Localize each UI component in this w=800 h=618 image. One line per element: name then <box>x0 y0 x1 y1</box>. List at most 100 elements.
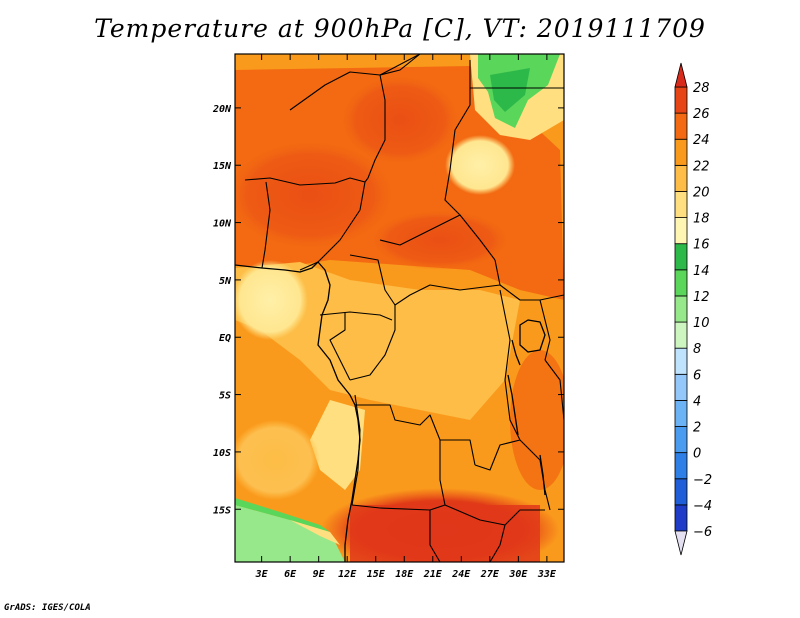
border-nigeria-cameroon <box>299 181 366 271</box>
field-angola-coast-pale <box>310 400 365 490</box>
colorbar-label: −2 <box>693 473 712 488</box>
border-niger-nigeria <box>244 177 366 186</box>
colorbar-bin <box>674 191 688 218</box>
colorbar-bin <box>674 452 688 480</box>
border-algeria-niger <box>289 54 421 111</box>
x-tick-label: 33E <box>537 569 557 580</box>
border-niger-chad <box>364 74 386 183</box>
colorbar-label: 20 <box>693 185 710 200</box>
field-sudan-pale <box>445 135 515 195</box>
border-angola-namibia <box>351 504 446 511</box>
colorbar-bin <box>674 217 688 245</box>
border-angola-zambia <box>439 440 446 506</box>
coast-angola-namibia <box>344 404 361 562</box>
colorbar-bin <box>674 373 688 401</box>
coast-lake-albert <box>511 339 521 366</box>
colorbar-bin <box>674 112 688 140</box>
colorbar-bin <box>674 321 688 349</box>
colorbar-bin <box>674 504 688 532</box>
border-gabon-congo <box>329 312 351 381</box>
coast-lake-malawi <box>539 454 546 496</box>
x-tick-label: 27E <box>480 569 500 580</box>
y-tick-label: 5S <box>219 391 231 402</box>
border-congo-drc <box>349 305 396 381</box>
colorbar-label: 28 <box>693 81 710 96</box>
x-tick-label: 21E <box>423 569 443 580</box>
colorbar-label: 12 <box>693 290 710 305</box>
x-tick-label: 3E <box>255 569 269 580</box>
border-benin-nigeria <box>261 181 271 269</box>
x-tick-label: 6E <box>284 569 297 580</box>
grads-credit: GrADS: IGES/COLA <box>4 603 91 613</box>
colorbar-bin <box>674 86 688 114</box>
border-chad-libya <box>379 54 421 76</box>
colorbar-arrow-top <box>674 62 688 88</box>
field-gabon-pale <box>235 260 308 340</box>
colorbar-label: 14 <box>693 264 710 279</box>
field-lake-region-warm <box>510 350 564 490</box>
border-namibia-botswana <box>429 510 441 562</box>
border-drc-east <box>499 289 521 441</box>
country-borders <box>244 54 564 562</box>
colorbar-label: 4 <box>693 394 701 409</box>
colorbar-label: 6 <box>693 368 701 383</box>
colorbar-bin <box>674 138 688 166</box>
colorbar-arrow-bottom <box>674 530 688 556</box>
field-sahel-hot-core <box>235 140 395 250</box>
field-northeast-green-core <box>490 68 530 112</box>
x-axis: 3E 6E 9E 12E 15E 18E 21E 24E 27E 30E 33E <box>255 54 557 580</box>
colorbar-label: 24 <box>693 133 710 148</box>
colorbar-bin <box>674 478 688 506</box>
y-tick-label: 5N <box>219 276 232 287</box>
colorbar-label: 2 <box>693 421 701 436</box>
border-car-drc <box>394 284 501 306</box>
border-car-sudan <box>494 259 501 286</box>
border-uganda-kenya <box>539 299 551 361</box>
plot-frame <box>234 53 565 563</box>
y-tick-label: EQ <box>219 333 231 344</box>
colorbar-bin <box>674 164 688 192</box>
border-drc-angola <box>355 404 476 466</box>
colorbar-bin <box>674 243 688 271</box>
colorbar-label: −6 <box>693 525 712 540</box>
border-chad-sudan <box>444 60 471 216</box>
coast-gulf-of-guinea <box>235 261 356 406</box>
chart-title: Temperature at 900hPa [C], VT: 201911170… <box>94 14 706 43</box>
y-tick-label: 10S <box>213 448 231 459</box>
coastlines <box>235 261 546 562</box>
x-tick-label: 12E <box>338 569 357 580</box>
colorbar-label: 26 <box>693 107 710 122</box>
field-atlantic-green-edge <box>235 498 330 532</box>
colorbar-bin <box>674 269 688 297</box>
field-atlantic-coast-pale <box>290 520 340 545</box>
x-tick-label: 18E <box>395 569 414 580</box>
colorbar-label: 22 <box>693 159 710 174</box>
x-tick-label: 30E <box>508 569 528 580</box>
field-angola-cool <box>235 420 320 500</box>
border-botswana-zimbabwe <box>489 524 506 562</box>
colorbar-bin <box>674 347 688 375</box>
coast-lake-tanganyika <box>507 374 519 436</box>
border-cameroon-gabon <box>319 311 393 321</box>
border-cameroon-car <box>349 254 396 306</box>
x-tick-label: 15E <box>367 569 386 580</box>
field-sudan-hot-core <box>370 210 510 270</box>
colorbar-bin <box>674 295 688 323</box>
y-tick-label: 15N <box>213 161 232 172</box>
y-axis: 20N 15N 10N 5N EQ 5S 10S 15S <box>212 104 564 516</box>
border-drc-zambia <box>474 439 521 471</box>
coast-lake-victoria <box>519 319 546 353</box>
border-south-sudan <box>499 284 564 301</box>
colorbar-label: 10 <box>693 316 710 331</box>
colorbar-label: 8 <box>693 342 701 357</box>
border-tanzania <box>544 359 564 421</box>
y-tick-label: 15S <box>213 505 231 516</box>
colorbar-label: 18 <box>693 212 710 227</box>
y-tick-label: 20N <box>212 104 232 115</box>
temperature-field <box>235 54 564 562</box>
colorbar-label: −4 <box>693 499 712 514</box>
field-atlantic-green <box>235 505 345 562</box>
border-chad-car <box>379 214 496 261</box>
field-southern-africa-band <box>350 505 540 562</box>
